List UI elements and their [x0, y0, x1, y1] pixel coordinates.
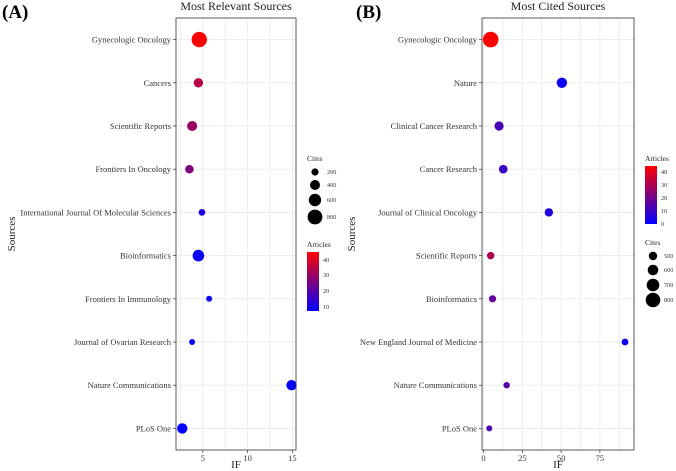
size-legend-label: 600	[664, 267, 673, 274]
panel-a-size-legend: Cites 200 400 600 800	[307, 154, 336, 225]
source-label: Scientific Reports	[416, 251, 477, 261]
panel-b-size-legend-title: Cites	[645, 238, 660, 247]
data-point	[556, 77, 568, 89]
panel-b-x-axis-title: IF	[553, 459, 563, 471]
size-legend-key	[648, 251, 658, 261]
size-legend-key	[645, 292, 661, 308]
size-legend-label: 200	[327, 169, 336, 176]
data-point	[177, 423, 188, 434]
panel-b-y-axis-title: Sources	[346, 217, 358, 252]
panel-a-x-axis-title: IF	[231, 459, 241, 471]
source-label: Cancer Research	[420, 164, 478, 174]
size-legend-label: 400	[327, 182, 336, 189]
source-label: Journal of Clinical Oncology	[378, 207, 478, 217]
x-tick-label: 15	[288, 453, 297, 463]
size-legend-key	[311, 168, 319, 176]
source-label: Bioinformatics	[120, 251, 171, 261]
panel-b-color-legend: Articles 40 30 20 10 0	[645, 154, 669, 228]
data-point	[544, 208, 554, 217]
source-label: Nature Communications	[88, 380, 171, 390]
panel-a-plot-area: Gynecologic Oncology Cancers Scientific Re…	[20, 17, 297, 463]
data-point	[486, 251, 495, 260]
size-legend-key	[307, 209, 323, 225]
panel-b-size-legend: Cites 500 600 700 800	[645, 238, 673, 308]
size-legend-label: 800	[664, 297, 673, 304]
source-label: Nature	[454, 78, 477, 88]
data-point	[494, 121, 504, 131]
panel-a-title: Most Relevant Sources	[180, 0, 292, 13]
source-label: Frontiers In Oncology	[95, 164, 171, 174]
source-label: International Journal Of Molecular Scien…	[20, 207, 171, 217]
source-label: Frontiers In Immunology	[85, 294, 172, 304]
data-point	[503, 382, 510, 389]
data-point	[482, 31, 499, 48]
data-point	[498, 164, 508, 174]
data-point	[198, 209, 206, 216]
color-legend-label: 10	[661, 208, 667, 215]
size-legend-key	[647, 264, 659, 276]
source-label: PLoS One	[442, 423, 477, 433]
source-label: Journal of Ovarian Research	[74, 337, 172, 347]
x-tick-label: 10	[243, 453, 252, 463]
data-point	[193, 78, 204, 88]
color-legend-label: 30	[661, 182, 667, 189]
source-label: Gynecologic Oncology	[398, 35, 478, 45]
color-legend-label: 20	[323, 288, 329, 295]
data-point	[189, 339, 196, 345]
panel-b-title: Most Cited Sources	[511, 0, 606, 13]
panel-b-color-legend-title: Articles	[645, 154, 669, 163]
source-label: Bioinformatics	[426, 294, 477, 304]
color-legend-label: 0	[661, 221, 664, 228]
size-legend-key	[308, 193, 322, 207]
size-legend-label: 600	[327, 197, 336, 204]
source-label: Cancers	[144, 78, 171, 88]
panel-a-y-axis-title: Sources	[6, 217, 18, 252]
size-legend-label: 800	[327, 214, 336, 221]
panel-b: (B) Most Cited Sources Gynecologic Oncol…	[346, 0, 673, 471]
color-legend-label: 10	[323, 304, 329, 311]
source-label: Clinical Cancer Research	[391, 121, 478, 131]
panel-a-colorbar	[307, 252, 319, 311]
size-legend-label: 700	[664, 282, 673, 289]
size-legend-key	[646, 278, 660, 292]
data-point	[286, 380, 297, 391]
source-label: Gynecologic Oncology	[92, 35, 172, 45]
panel-a-label: (A)	[2, 2, 28, 23]
panel-a: (A) Most Relevant Sources Gynecologic On…	[2, 0, 336, 471]
size-legend-label: 500	[664, 253, 673, 260]
data-point	[621, 338, 629, 346]
color-legend-label: 40	[661, 169, 667, 176]
panel-a-size-legend-title: Cites	[307, 154, 322, 163]
panel-b-label: (B)	[356, 2, 381, 23]
x-tick-label: 0	[481, 453, 485, 463]
source-label: Nature Communications	[394, 380, 477, 390]
data-point	[192, 249, 205, 262]
source-label: New England Journal of Medicine	[360, 337, 477, 347]
source-label: Scientific Reports	[110, 121, 171, 131]
color-legend-label: 20	[661, 195, 667, 202]
panel-a-color-legend-title: Articles	[307, 240, 331, 249]
panel-b-plot-frame	[481, 17, 635, 451]
x-tick-label: 50	[557, 453, 566, 463]
data-point	[185, 164, 194, 174]
color-legend-label: 30	[323, 272, 329, 279]
data-point	[486, 425, 493, 432]
size-legend-key	[310, 180, 320, 190]
data-point	[187, 121, 198, 131]
color-legend-label: 40	[323, 257, 329, 264]
panel-a-color-legend: Articles 40 30 20 10	[307, 240, 331, 311]
source-label: PLoS One	[136, 423, 171, 433]
x-tick-label: 5	[201, 453, 205, 463]
panel-b-colorbar	[645, 166, 657, 224]
panel-a-plot-frame	[175, 17, 297, 451]
data-point	[206, 295, 213, 302]
panel-b-plot-area: Gynecologic Oncology Nature Clinical Cance…	[360, 17, 635, 463]
x-tick-label: 25	[518, 453, 527, 463]
data-point	[488, 295, 497, 303]
data-point	[191, 31, 207, 48]
x-tick-label: 75	[596, 453, 605, 463]
